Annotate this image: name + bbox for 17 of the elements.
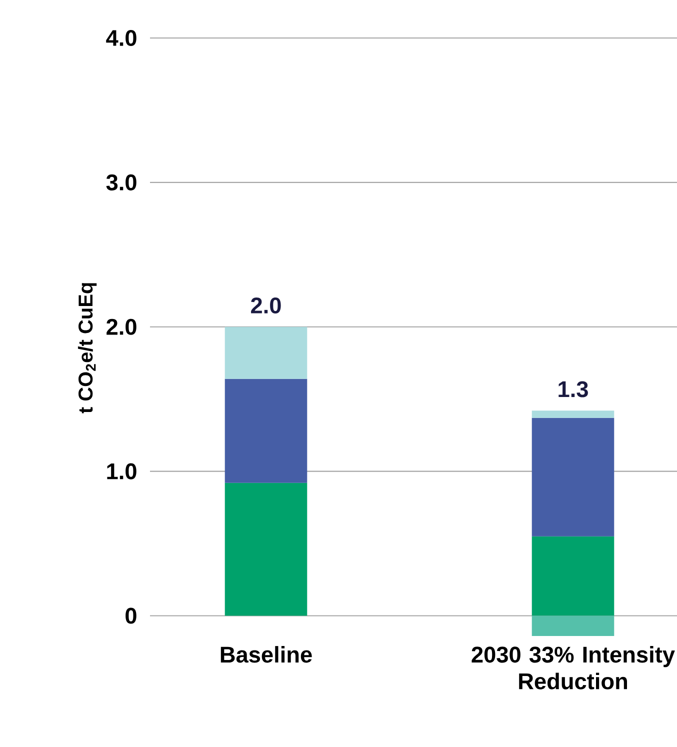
- x-tick-label: 2030 33% Intensity Reduction: [472, 646, 675, 690]
- bar: [532, 418, 614, 536]
- bar: [224, 378, 308, 483]
- bar: [532, 536, 614, 616]
- bar: [224, 326, 308, 379]
- x-tick-label: Baseline: [220, 646, 312, 663]
- bar: [532, 616, 614, 636]
- y-tick-label: 2.0: [106, 318, 136, 335]
- y-tick-label: 4.0: [106, 30, 136, 46]
- y-axis-title: t CO$_{2}$e/t CuEq: [78, 283, 97, 414]
- y-tick-label: 1.0: [107, 463, 136, 480]
- bar: [224, 482, 308, 616]
- total-label: 2.0: [251, 297, 281, 314]
- total-label: 1.3: [558, 381, 588, 398]
- bar: [532, 410, 614, 418]
- y-tick-label: 3.0: [106, 174, 136, 190]
- y-tick-label: 0: [126, 608, 136, 624]
